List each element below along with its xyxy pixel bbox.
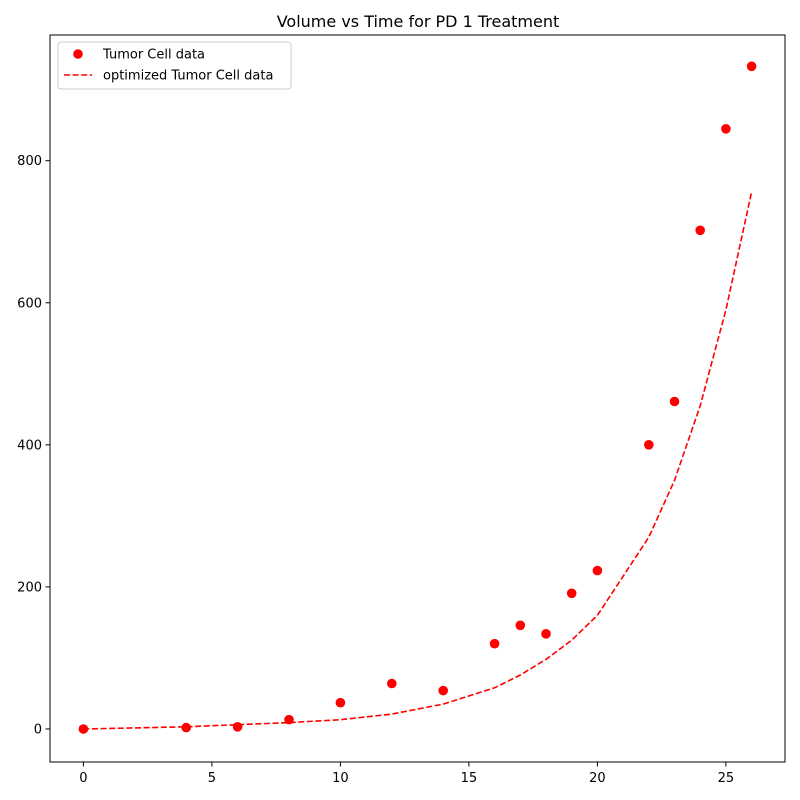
data-point — [592, 565, 603, 576]
legend-box — [57, 41, 292, 90]
y-tick-label: 600 — [17, 296, 42, 311]
data-point — [489, 638, 500, 649]
legend: Tumor Cell data optimized Tumor Cell data — [57, 41, 292, 90]
data-point — [669, 396, 680, 407]
data-point — [746, 61, 757, 72]
x-tick-label: 25 — [718, 771, 735, 786]
data-point — [181, 722, 191, 733]
chart-title: Volume vs Time for PD 1 Treatment — [277, 12, 560, 31]
data-point — [515, 620, 526, 631]
y-tick-label: 400 — [17, 438, 42, 453]
x-tick-label: 5 — [208, 771, 216, 786]
data-point — [387, 678, 397, 689]
y-tick-label: 0 — [34, 722, 42, 737]
axes-frame — [49, 34, 786, 763]
data-point — [644, 440, 654, 450]
legend-marker-swatch — [73, 49, 83, 59]
legend-label: optimized Tumor Cell data — [103, 69, 273, 84]
series-line-1 — [83, 191, 753, 730]
x-tick-label: 20 — [589, 771, 606, 786]
axes: 0 5 10 15 20 25 0 200 400 600 800 — [17, 34, 786, 786]
data-point — [232, 722, 243, 732]
data-point — [541, 629, 551, 639]
data-point — [78, 724, 89, 734]
data-point — [695, 225, 705, 236]
data-point — [335, 697, 346, 708]
plot-area — [78, 61, 757, 734]
x-tick-label: 15 — [461, 771, 478, 786]
data-point — [438, 685, 449, 696]
legend-label: Tumor Cell data — [102, 48, 205, 63]
data-point — [566, 588, 577, 599]
y-tick-label: 800 — [17, 154, 42, 169]
y-tick-label: 200 — [17, 580, 42, 595]
x-tick-label: 0 — [79, 771, 87, 786]
x-tick-label: 10 — [332, 771, 349, 786]
data-point — [721, 124, 731, 134]
